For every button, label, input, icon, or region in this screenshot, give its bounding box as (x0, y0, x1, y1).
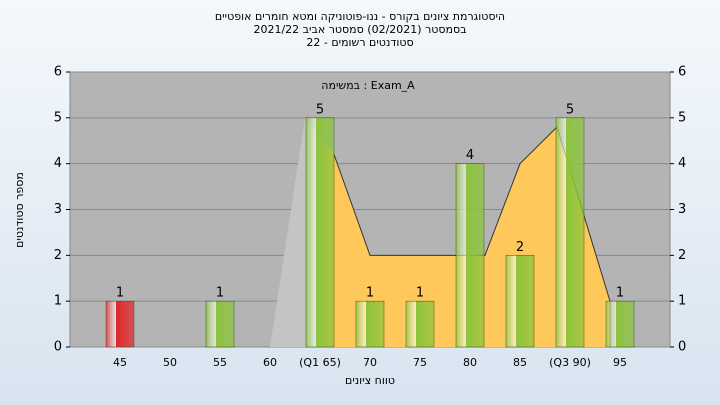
y-axis-label: מספר סטודנטים (13, 172, 26, 248)
y2-tick-label: 5 (678, 110, 686, 125)
y-tick-label: 0 (54, 340, 62, 355)
data-label: 1 (616, 286, 624, 301)
x-tick-label: 85 (513, 356, 527, 369)
x-tick-label: 60 (263, 356, 277, 369)
data-label: 1 (416, 286, 424, 301)
bar (605, 300, 635, 348)
y2-tick-label: 0 (678, 340, 686, 355)
x-tick-label: 70 (363, 356, 377, 369)
data-label: 1 (116, 286, 124, 301)
title-line: בסמסטר (02/2021) סמסטר אביב 2021/22 (253, 23, 466, 36)
y-tick-label: 2 (54, 248, 62, 263)
bar (355, 300, 385, 348)
y2-tick-label: 1 (678, 294, 686, 309)
bar (305, 117, 335, 348)
x-tick-label: 50 (163, 356, 177, 369)
data-label: 2 (516, 240, 524, 255)
bar (105, 300, 135, 348)
data-label: 4 (466, 148, 474, 163)
title-line: סטודנטים רשומים - 22 (306, 36, 413, 49)
y2-tick-label: 6 (678, 65, 686, 80)
x-tick-label: (Q3 90) (549, 356, 591, 369)
x-axis-label: טווח ציונים (345, 374, 395, 387)
bar (455, 163, 485, 348)
data-label: 1 (366, 286, 374, 301)
data-label: 5 (316, 102, 324, 117)
annotation: במשימה : Exam_A (321, 79, 415, 92)
y2-tick-label: 4 (678, 156, 686, 171)
x-tick-label: 75 (413, 356, 427, 369)
y-tick-label: 3 (54, 202, 62, 217)
bar (505, 255, 535, 348)
data-label: 5 (566, 102, 574, 117)
y2-tick-label: 2 (678, 248, 686, 263)
x-tick-label: 80 (463, 356, 477, 369)
title-line: היסטוגרמת ציונים בקורס - ננו-פוטוניקה ומ… (215, 10, 505, 23)
y-tick-label: 4 (54, 156, 62, 171)
y2-tick-label: 3 (678, 202, 686, 217)
bar (205, 300, 235, 348)
y-tick-label: 5 (54, 110, 62, 125)
y-tick-label: 1 (54, 294, 62, 309)
x-tick-label: (Q1 65) (299, 356, 341, 369)
bar (405, 300, 435, 348)
y-tick-label: 6 (54, 65, 62, 80)
data-label: 1 (216, 286, 224, 301)
x-tick-label: 45 (113, 356, 127, 369)
x-tick-label: 55 (213, 356, 227, 369)
x-tick-label: 95 (613, 356, 627, 369)
bar (555, 117, 585, 348)
